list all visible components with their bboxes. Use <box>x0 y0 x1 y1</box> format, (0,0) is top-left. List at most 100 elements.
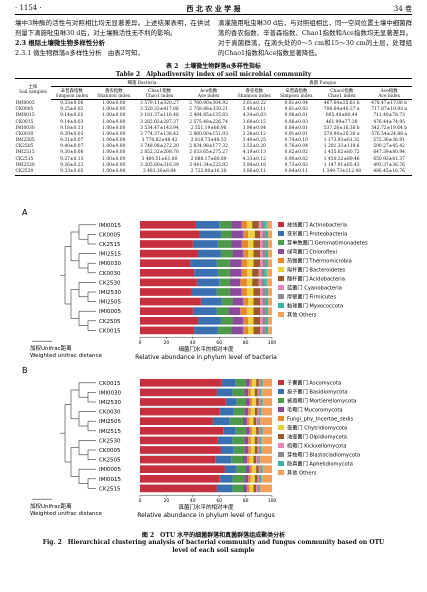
table-cell: 0.76±0.04 <box>284 144 308 150</box>
bar-segment <box>215 455 232 464</box>
table-row: CK0030 9.39±0.03 1.00±0.00 3 774.37±138.42 2… <box>15 131 412 137</box>
bar-segment <box>256 378 259 387</box>
legend-label: 黏球菌门 Myxococcota <box>287 302 343 310</box>
sample-label: IMI2530 <box>99 290 121 296</box>
table-head: 土样 Soil samples 细菌 Bacteria 真菌 Fungus 辛普森指数 S… <box>15 78 412 101</box>
bar-segment <box>265 307 269 316</box>
bar-segment <box>232 316 243 325</box>
bar-segment <box>198 316 221 325</box>
bar-segment <box>261 446 272 454</box>
bar-segment <box>140 474 220 483</box>
bar-segment <box>252 426 257 435</box>
distance-label: 加权Unifrac距离 <box>30 344 72 352</box>
legend-swatch <box>278 222 284 227</box>
bar-segment <box>265 259 269 268</box>
bar-segment <box>140 249 199 258</box>
table-row: CK2530 9.33±0.05 1.00±0.00 3 481.30±8.64 2 7… <box>15 168 412 175</box>
bar-segment <box>257 484 259 493</box>
table-cell: 650.92±61.37 <box>373 156 405 162</box>
table-cell: 3 041.34±225.92 <box>189 162 228 168</box>
x-tick-label: 40 <box>190 498 196 504</box>
bar-segment <box>266 268 272 277</box>
bar-segment <box>140 268 195 277</box>
bar-segment <box>242 417 247 426</box>
legend-label: 变形菌门 Proteobacteria <box>287 230 347 238</box>
bar-segment <box>264 220 267 229</box>
bar-segment <box>220 446 234 454</box>
table-cell: 2 551.19±86.96 <box>190 125 227 131</box>
table-cell: 2 033.65±275.27 <box>189 150 228 156</box>
bar-segment <box>257 446 259 454</box>
legend-label: 拟杆菌门 Bacteroidetes <box>287 266 346 274</box>
bar-segment <box>258 378 261 387</box>
table-cell: 4.19±0.13 <box>242 150 266 156</box>
table-cell: 3.49±0.25 <box>242 138 266 144</box>
x-tick-label: 80 <box>243 498 249 504</box>
legend-swatch <box>278 380 284 385</box>
bar-segment <box>240 307 247 316</box>
sample-label: IMI0030 <box>99 390 121 396</box>
table-cell: 2 575.48±226.74 <box>189 119 228 125</box>
bar-segment <box>196 278 220 287</box>
bar-segment <box>260 436 262 445</box>
bar-segment <box>242 484 247 493</box>
table-cell: 9.39±0.03 <box>60 131 84 137</box>
bar-segment <box>248 297 254 306</box>
bar-segment <box>216 388 233 397</box>
bar-segment <box>241 288 247 296</box>
bar-segment <box>236 398 246 406</box>
bar-segment <box>253 297 261 306</box>
bar-segment <box>254 230 261 239</box>
table-cell: IMI0030 <box>15 125 35 131</box>
bar-segment <box>232 484 243 493</box>
legend-swatch <box>278 276 284 281</box>
bar-segment <box>253 326 261 335</box>
bar-segment <box>262 240 266 248</box>
bar-segment <box>236 465 246 474</box>
bar-segment <box>140 378 222 387</box>
legend-swatch <box>278 312 284 317</box>
table-cell: 3.61±0.22 <box>242 100 266 106</box>
distance-label: Weighted unifrac distance <box>30 353 103 359</box>
bar-segment <box>223 426 236 435</box>
bar-segment <box>242 455 247 464</box>
legend-label: 梳霉门 Kickxellomycota <box>287 442 346 450</box>
bar-segment <box>216 484 233 493</box>
bar-segment <box>260 407 262 416</box>
bar-segment <box>256 426 259 435</box>
bar-segment <box>265 249 269 258</box>
bar-segment <box>140 240 193 248</box>
table-cell: 3 520.33±417.06 <box>140 107 179 113</box>
legend-label: 蓝菌门 Cyanobacteria <box>287 284 342 292</box>
sample-label: CK2530 <box>99 438 121 444</box>
table-cell: 3.60±0.15 <box>242 119 266 125</box>
x-tick-label: 0 <box>139 498 142 504</box>
bar-segment <box>261 388 272 397</box>
bar-segment <box>260 307 263 316</box>
bar-segment <box>254 446 258 454</box>
bar-segment <box>199 230 221 239</box>
header-cell: Ace指数 Ace index <box>184 86 234 101</box>
legend-swatch <box>278 425 284 430</box>
bar-segment <box>198 249 221 258</box>
sample-label: IMI0030 <box>99 261 121 267</box>
bar-segment <box>264 278 267 287</box>
bar-segment <box>261 398 263 406</box>
bar-segment <box>249 455 254 464</box>
bar-segment <box>258 455 261 464</box>
bar-segment <box>229 268 242 277</box>
bar-segment <box>217 326 232 335</box>
bar-segment <box>225 398 237 406</box>
bar-segment <box>140 465 225 474</box>
header-text: Ace index <box>378 93 400 99</box>
bar-segment <box>242 326 249 335</box>
bar-segment <box>140 398 226 406</box>
bar-segment <box>248 326 254 335</box>
legend-label: 热微菌门 Thermomicrobia <box>287 257 352 265</box>
sample-label: CK2530 <box>99 280 121 286</box>
bar-segment <box>249 417 254 426</box>
legend-swatch <box>278 398 284 403</box>
bar-segment <box>248 316 254 325</box>
bar-segment <box>252 268 259 277</box>
legend-label: 放线菌门 Actinobacteria <box>287 221 347 229</box>
